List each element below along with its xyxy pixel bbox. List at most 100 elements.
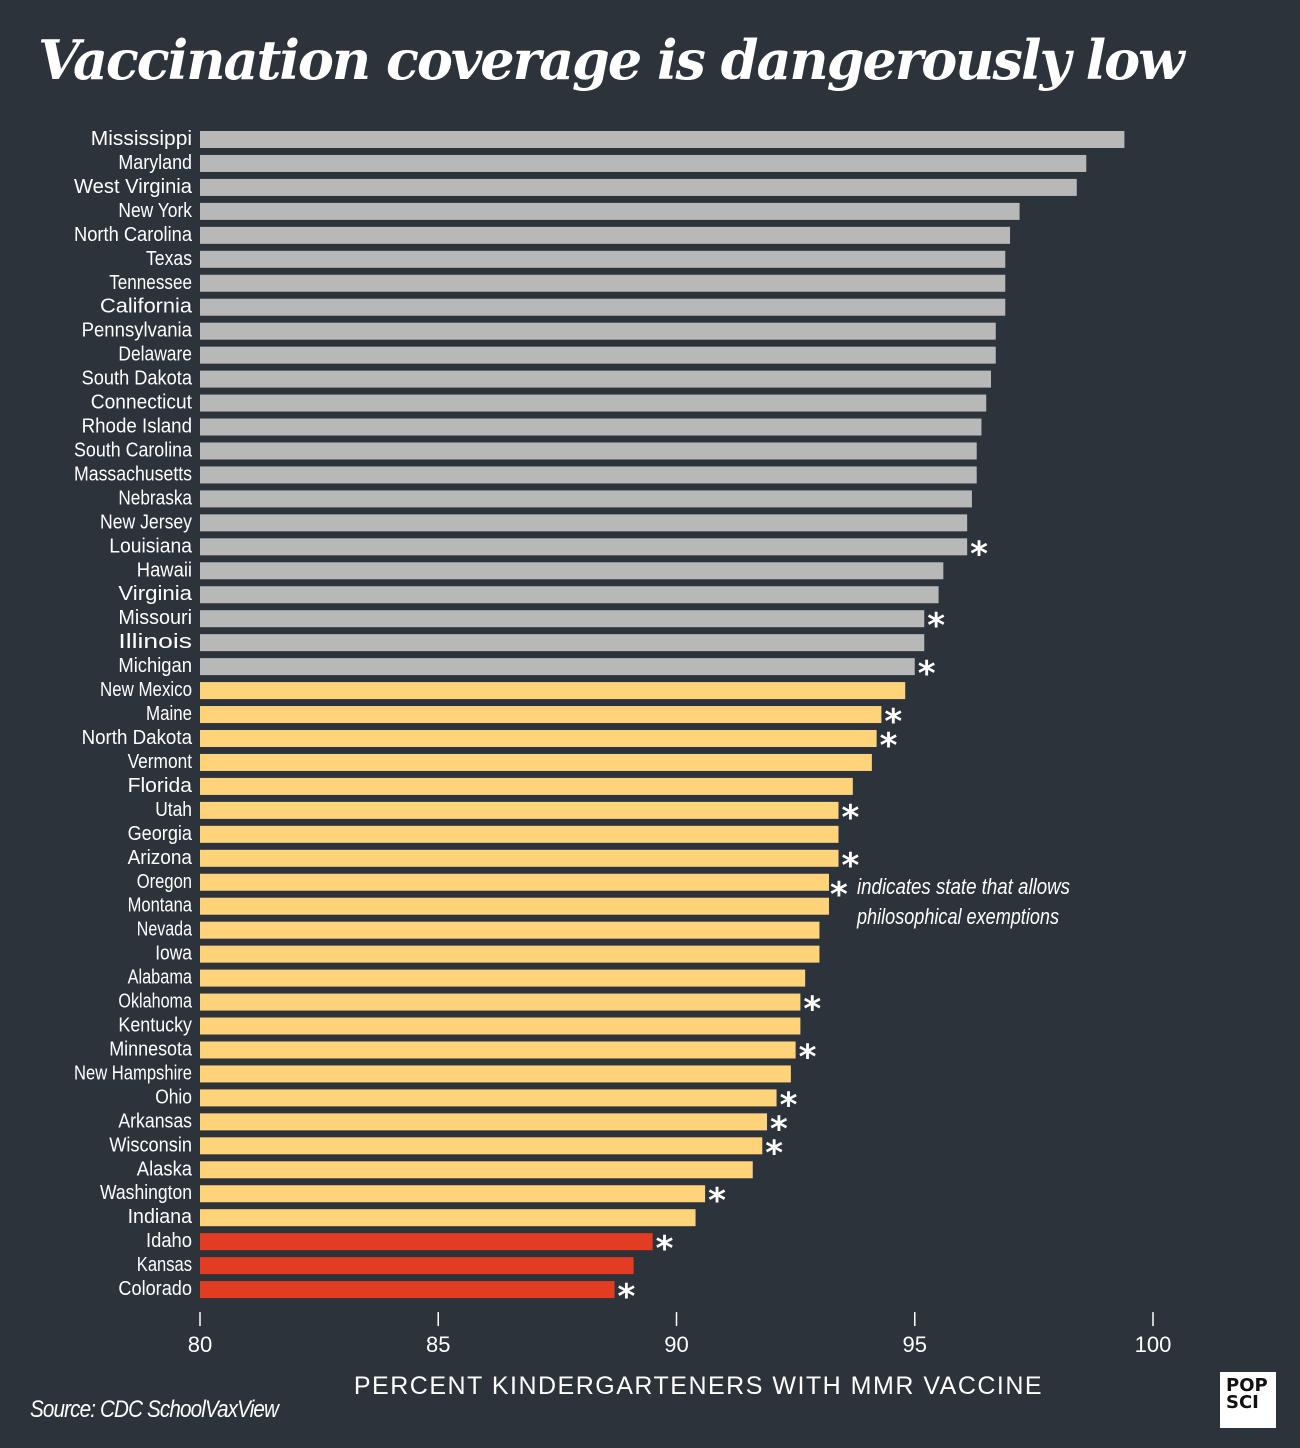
category-label-mississippi: Mississippi xyxy=(91,128,192,150)
category-label-new-york: New York xyxy=(118,200,192,222)
bar-ohio xyxy=(200,1089,777,1107)
category-label-new-hampshire: New Hampshire xyxy=(74,1062,192,1084)
category-label-iowa: Iowa xyxy=(155,943,193,965)
exemption-marker-maine: * xyxy=(884,702,902,742)
exemption-marker-minnesota: * xyxy=(799,1037,817,1077)
category-label-washington: Washington xyxy=(100,1182,192,1204)
category-label-utah: Utah xyxy=(155,799,192,821)
category-label-ohio: Ohio xyxy=(155,1086,192,1108)
bar-massachusetts xyxy=(200,466,977,484)
bar-nevada xyxy=(200,921,820,939)
exemption-marker-michigan: * xyxy=(918,654,936,694)
category-label-nebraska: Nebraska xyxy=(118,487,192,509)
logo-line-1: POP xyxy=(1226,1375,1268,1396)
bar-oregon xyxy=(200,873,829,891)
category-label-florida: Florida xyxy=(128,775,193,797)
category-label-hawaii: Hawaii xyxy=(137,559,192,581)
x-axis-label: PERCENT KINDERGARTENERS WITH MMR VACCINE xyxy=(354,1372,1043,1400)
bar-missouri xyxy=(200,610,925,628)
category-label-idaho: Idaho xyxy=(146,1230,192,1252)
category-label-montana: Montana xyxy=(128,895,193,917)
x-tick-label-90: 90 xyxy=(664,1332,688,1357)
bar-south-carolina xyxy=(200,442,977,460)
annotation-line-2: philosophical exemptions xyxy=(856,904,1059,929)
bar-west-virginia xyxy=(200,178,1077,196)
bar-utah xyxy=(200,801,839,819)
category-label-nevada: Nevada xyxy=(137,919,193,941)
exemption-markers: *************** xyxy=(618,534,989,1317)
category-label-kansas: Kansas xyxy=(137,1254,192,1276)
category-label-delaware: Delaware xyxy=(118,344,192,366)
bar-north-carolina xyxy=(200,226,1011,244)
annotation-line-1: indicates state that allows xyxy=(857,874,1070,899)
annotation-symbol: * xyxy=(830,875,848,915)
bar-maine xyxy=(200,706,882,724)
bar-georgia xyxy=(200,825,839,843)
bar-montana xyxy=(200,897,829,915)
bar-vermont xyxy=(200,753,872,771)
category-label-georgia: Georgia xyxy=(128,823,193,845)
x-axis: 80 85 90 95 100 PERCENT KINDERGARTENERS WITH … xyxy=(188,1312,1171,1400)
exemption-marker-arizona: * xyxy=(842,846,860,886)
category-label-oklahoma: Oklahoma xyxy=(118,991,192,1013)
logo-line-2: SCI xyxy=(1226,1392,1259,1413)
bar-south-dakota xyxy=(200,370,991,388)
bar-tennessee xyxy=(200,274,1006,292)
bar-arkansas xyxy=(200,1113,768,1131)
bar-kentucky xyxy=(200,1017,801,1035)
bar-texas xyxy=(200,250,1006,268)
exemption-marker-idaho: * xyxy=(656,1229,674,1269)
category-label-pennsylvania: Pennsylvania xyxy=(82,320,193,342)
category-label-kentucky: Kentucky xyxy=(118,1015,192,1037)
chart-title: Vaccination coverage is dangerously low xyxy=(38,28,1185,92)
source-credit: Source: CDC SchoolVaxView xyxy=(30,1396,279,1423)
category-label-california: California xyxy=(100,296,193,318)
bar-new-jersey xyxy=(200,514,968,532)
exemption-marker-wisconsin: * xyxy=(765,1133,783,1173)
bar-mississippi xyxy=(200,131,1125,148)
bar-illinois xyxy=(200,634,925,652)
category-label-north-carolina: North Carolina xyxy=(74,224,193,246)
category-label-michigan: Michigan xyxy=(118,655,192,677)
category-label-rhode-island: Rhode Island xyxy=(82,416,192,438)
bar-oklahoma xyxy=(200,993,801,1011)
category-label-wisconsin: Wisconsin xyxy=(109,1134,192,1156)
popsci-logo: POP SCI xyxy=(1220,1372,1276,1428)
x-tick-label-80: 80 xyxy=(188,1332,212,1357)
bar-louisiana xyxy=(200,538,968,556)
category-label-maryland: Maryland xyxy=(118,152,192,174)
category-label-new-jersey: New Jersey xyxy=(100,511,192,533)
exemption-marker-missouri: * xyxy=(927,606,945,646)
category-label-north-dakota: North Dakota xyxy=(82,727,193,749)
bar-new-hampshire xyxy=(200,1065,791,1083)
category-label-colorado: Colorado xyxy=(118,1278,192,1300)
exemption-marker-louisiana: * xyxy=(970,534,988,574)
bar-iowa xyxy=(200,945,820,963)
category-label-new-mexico: New Mexico xyxy=(100,679,192,701)
exemption-marker-ohio: * xyxy=(780,1085,798,1125)
category-label-oregon: Oregon xyxy=(137,871,192,893)
category-label-alabama: Alabama xyxy=(128,967,193,989)
bar-kansas xyxy=(200,1257,634,1275)
exemption-marker-oklahoma: * xyxy=(803,990,821,1030)
bar-michigan xyxy=(200,658,915,676)
category-label-minnesota: Minnesota xyxy=(109,1038,193,1060)
category-label-west-virginia: West Virginia xyxy=(74,176,193,198)
bar-rhode-island xyxy=(200,418,982,436)
category-label-texas: Texas xyxy=(146,248,192,270)
bar-pennsylvania xyxy=(200,322,996,340)
bar-new-mexico xyxy=(200,682,906,700)
bar-hawaii xyxy=(200,562,944,580)
bar-connecticut xyxy=(200,394,987,412)
bar-washington xyxy=(200,1185,706,1203)
bar-idaho xyxy=(200,1233,653,1251)
exemption-marker-utah: * xyxy=(842,798,860,838)
category-label-massachusetts: Massachusetts xyxy=(74,463,192,485)
bar-maryland xyxy=(200,154,1087,172)
bar-north-dakota xyxy=(200,730,877,747)
category-label-south-dakota: South Dakota xyxy=(82,368,193,390)
category-label-louisiana: Louisiana xyxy=(109,535,193,557)
category-label-virginia: Virginia xyxy=(118,583,193,605)
